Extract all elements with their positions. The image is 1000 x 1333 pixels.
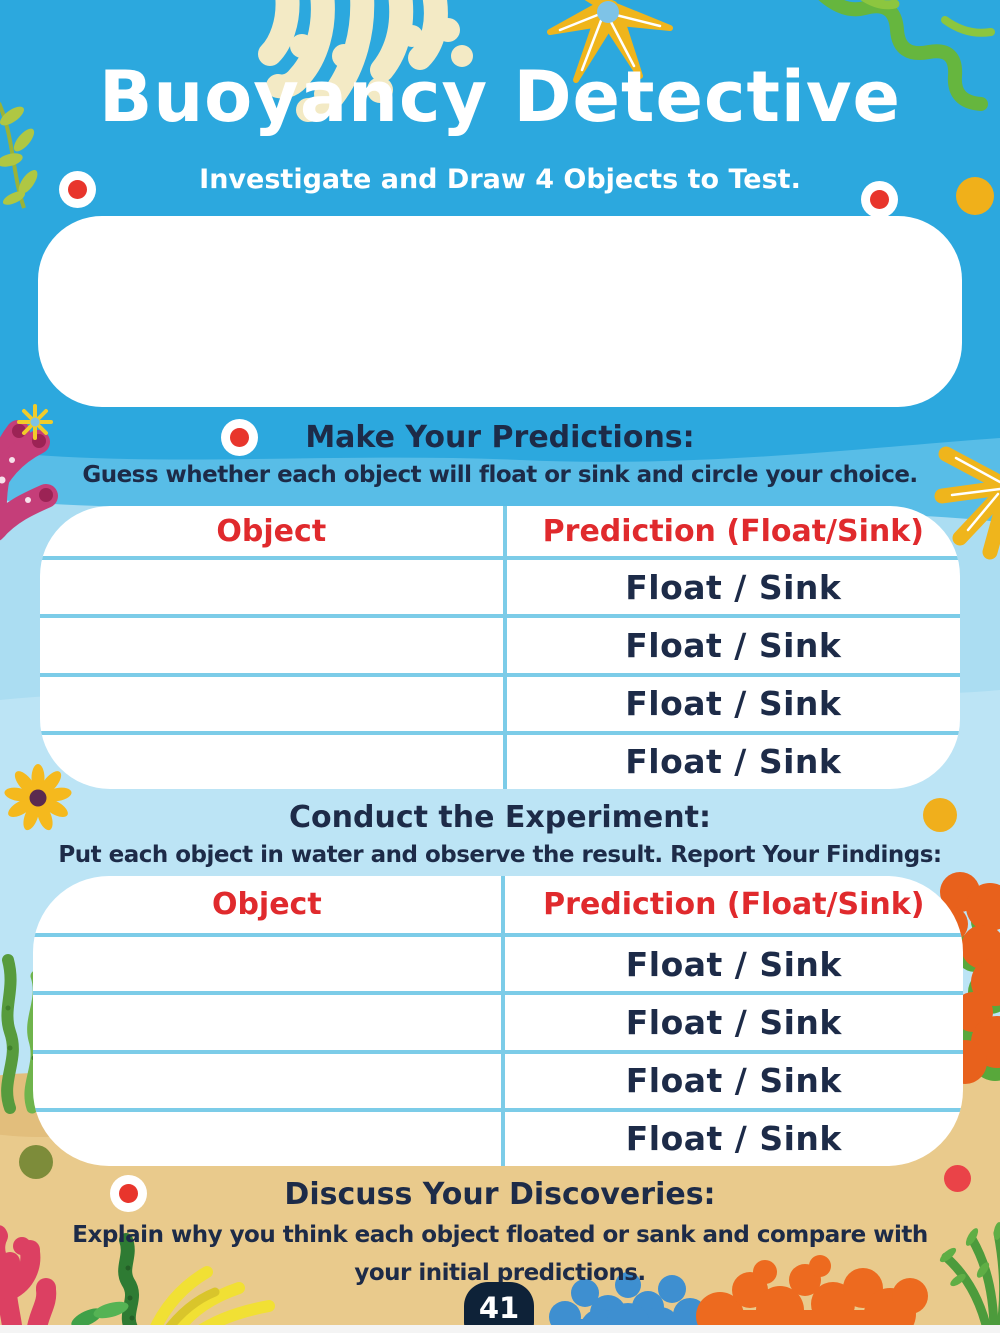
predictions-heading: Make Your Predictions: xyxy=(305,420,695,455)
page-bottom-margin xyxy=(0,1325,1000,1333)
discussion-heading: Discuss Your Discoveries: xyxy=(284,1177,716,1212)
experiment-heading: Conduct the Experiment: xyxy=(289,800,711,835)
predictions-instruction: Guess whether each object will float or … xyxy=(82,462,918,488)
bullet-dot-icon xyxy=(861,181,898,218)
object-input-cell[interactable] xyxy=(40,735,503,789)
object-input-cell[interactable] xyxy=(33,937,501,991)
cream-coral-icon xyxy=(258,0,473,122)
column-header-object: Object xyxy=(216,513,327,549)
yellow-dot-icon xyxy=(923,798,957,832)
table-row: Float / Sink xyxy=(40,730,960,789)
float-sink-choice[interactable]: Float / Sink xyxy=(500,1111,963,1166)
green-leaf-icon xyxy=(71,1301,129,1328)
column-header-object: Object xyxy=(211,887,322,922)
seagrass-sprig-icon xyxy=(0,102,38,209)
page-title: Buoyancy Detective xyxy=(98,56,902,138)
table-row: Float / Sink xyxy=(33,1107,963,1166)
table-row: Float / Sink xyxy=(40,556,960,615)
object-input-cell[interactable] xyxy=(33,1112,501,1166)
table-header-row: Object Prediction (Float/Sink) xyxy=(33,876,963,933)
object-input-cell[interactable] xyxy=(40,618,503,672)
pink-tube-coral-icon xyxy=(0,404,58,541)
float-sink-choice[interactable]: Float / Sink xyxy=(502,618,960,673)
float-sink-choice[interactable]: Float / Sink xyxy=(500,1053,963,1108)
float-sink-choice[interactable]: Float / Sink xyxy=(500,995,963,1050)
object-input-cell[interactable] xyxy=(33,995,501,1049)
table-header-row: Object Prediction (Float/Sink) xyxy=(40,506,960,556)
dark-kelp-icon xyxy=(118,1233,141,1333)
yellow-dot-icon xyxy=(956,177,994,215)
page-number-badge: 41 xyxy=(464,1282,534,1333)
object-input-cell[interactable] xyxy=(33,1054,501,1108)
table-row: Float / Sink xyxy=(33,933,963,992)
table-row: Float / Sink xyxy=(40,614,960,673)
seaweed-icon xyxy=(818,0,995,111)
drawing-area[interactable] xyxy=(38,216,962,407)
discussion-instruction: Explain why you think each object floate… xyxy=(72,1222,928,1286)
bullet-dot-icon xyxy=(110,1175,147,1212)
red-dot-icon xyxy=(944,1165,971,1192)
float-sink-choice[interactable]: Float / Sink xyxy=(502,560,960,615)
float-sink-choice[interactable]: Float / Sink xyxy=(502,734,960,789)
daisy-flower-icon xyxy=(4,764,72,831)
table-row: Float / Sink xyxy=(40,672,960,731)
float-sink-choice[interactable]: Float / Sink xyxy=(502,676,960,731)
object-input-cell[interactable] xyxy=(40,560,503,614)
bullet-dot-icon xyxy=(221,419,258,456)
predictions-table: Object Prediction (Float/Sink) Float / S… xyxy=(40,506,960,789)
experiment-instruction: Put each object in water and observe the… xyxy=(58,842,942,868)
starfish-icon xyxy=(547,0,673,83)
table-row: Float / Sink xyxy=(33,1049,963,1108)
bullet-dot-icon xyxy=(59,171,96,208)
float-sink-choice[interactable]: Float / Sink xyxy=(500,937,963,992)
column-header-prediction: Prediction (Float/Sink) xyxy=(502,506,960,556)
orange-green-coral-icon xyxy=(932,872,1000,1084)
starfish-icon xyxy=(934,446,1000,560)
experiment-table: Object Prediction (Float/Sink) Float / S… xyxy=(33,876,963,1166)
olive-dot-icon xyxy=(19,1145,53,1179)
object-input-cell[interactable] xyxy=(40,677,503,731)
column-header-prediction: Prediction (Float/Sink) xyxy=(500,876,963,933)
page-subtitle: Investigate and Draw 4 Objects to Test. xyxy=(199,164,801,195)
table-row: Float / Sink xyxy=(33,991,963,1050)
